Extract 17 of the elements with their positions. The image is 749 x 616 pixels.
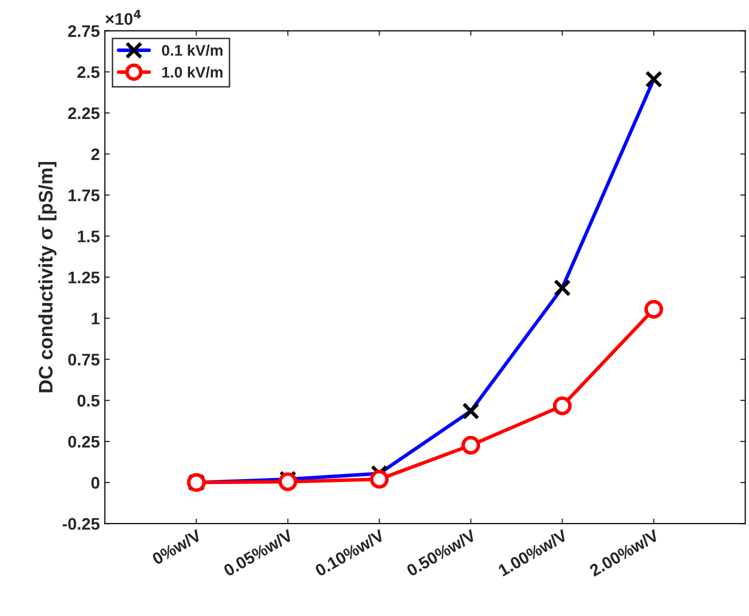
legend-label: 0.1 kV/m — [162, 44, 222, 56]
y-tick-label: 1.25 — [68, 272, 100, 284]
y-tick-label: 0 — [91, 476, 100, 489]
y-tick-label: 1.75 — [68, 190, 100, 202]
y-tick-label: 2.5 — [77, 66, 100, 78]
legend-label: 1.0 kV/m — [162, 66, 222, 78]
y-tick-label: 0.75 — [68, 354, 100, 366]
y-tick-label: 2.25 — [68, 107, 100, 120]
y-tick-label: 2 — [91, 148, 100, 160]
y-tick-label: 2.75 — [68, 25, 100, 38]
y-tick-label: 0.25 — [68, 436, 100, 448]
y-tick-label: 1.5 — [78, 230, 100, 242]
y-tick-label: 1 — [92, 312, 100, 324]
y-axis-title: DC conductivity σ [pS/m] — [38, 162, 56, 392]
y-tick-label: -0.25 — [62, 518, 100, 530]
y-tick-label: 0.5 — [77, 394, 100, 407]
text: ×10$^{4}$ — [106, 10, 141, 25]
